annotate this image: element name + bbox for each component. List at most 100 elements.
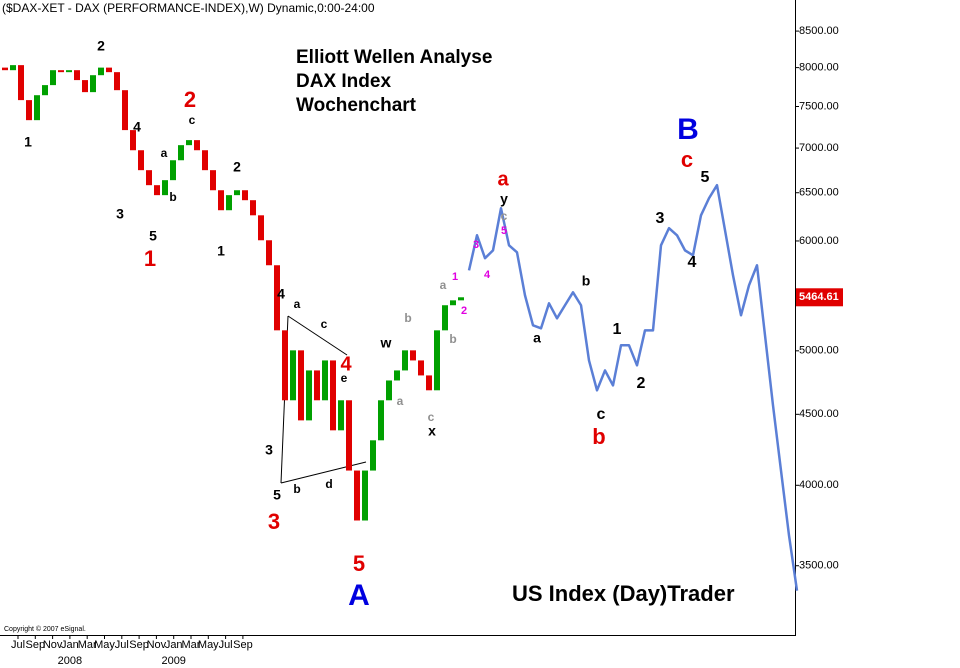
wave-label: y xyxy=(500,191,508,207)
candle xyxy=(450,300,456,306)
wave-label: a xyxy=(397,394,404,408)
wave-label: 5 xyxy=(353,551,365,576)
candle xyxy=(210,170,216,191)
y-tick-label: 7500.00 xyxy=(799,100,839,112)
candle xyxy=(298,350,304,421)
triangle-line xyxy=(287,315,348,356)
wave-label: 5 xyxy=(701,169,710,186)
wave-label: c xyxy=(681,147,693,172)
candle xyxy=(98,67,104,76)
wave-label: a xyxy=(497,168,509,190)
x-tick-label: May xyxy=(198,639,219,651)
chart-title: ($DAX-XET - DAX (PERFORMANCE-INDEX),W) D… xyxy=(2,1,375,15)
candle xyxy=(194,140,200,151)
candle xyxy=(66,70,72,73)
candle xyxy=(74,70,80,81)
candle xyxy=(250,200,256,216)
candle xyxy=(386,380,392,401)
wave-label: 4 xyxy=(277,286,285,302)
candle xyxy=(2,67,8,71)
wave-label: 4 xyxy=(133,119,141,135)
candle xyxy=(402,350,408,371)
candle xyxy=(170,160,176,181)
wave-label: a xyxy=(161,146,168,160)
x-tick-label: Sep xyxy=(26,639,46,651)
wave-label: 1 xyxy=(613,321,622,338)
wave-label: d xyxy=(325,477,332,491)
x-tick-label: Jul xyxy=(11,639,25,651)
wave-label: 1 xyxy=(24,134,32,150)
wave-label: 2 xyxy=(97,38,105,54)
y-tick-label: 8000.00 xyxy=(799,62,839,74)
candle xyxy=(426,375,432,391)
x-tick-label: Nov xyxy=(147,639,167,651)
candle xyxy=(306,370,312,421)
x-tick-label: Nov xyxy=(43,639,63,651)
wave-label: 3 xyxy=(265,442,273,458)
caption: Elliott Wellen Analyse xyxy=(296,47,492,68)
candle xyxy=(346,400,352,471)
wave-label: a xyxy=(440,278,447,292)
candle xyxy=(146,170,152,186)
candle xyxy=(362,470,368,521)
candle xyxy=(234,190,240,196)
wave-label: c xyxy=(321,317,328,331)
candle xyxy=(442,305,448,331)
candle xyxy=(434,330,440,391)
candle xyxy=(266,240,272,266)
wave-label: 2 xyxy=(233,159,241,175)
wave-label: e xyxy=(341,371,348,385)
wave-label: b xyxy=(582,273,591,289)
candle xyxy=(458,297,464,301)
wave-label: 1 xyxy=(144,246,156,271)
wave-label: b xyxy=(449,332,456,346)
x-tick-label: Jan xyxy=(165,639,183,651)
y-tick-label: 4500.00 xyxy=(799,408,839,420)
candle xyxy=(354,470,360,521)
candle xyxy=(106,67,112,73)
x-year-label: 2009 xyxy=(161,655,185,667)
copyright: Copyright © 2007 eSignal. xyxy=(4,625,86,633)
y-tick-label: 7000.00 xyxy=(799,142,839,154)
candle xyxy=(418,360,424,376)
candle xyxy=(378,400,384,441)
wave-label: 1 xyxy=(452,271,458,283)
wave-label: 5 xyxy=(501,225,507,237)
candle xyxy=(178,145,184,161)
wave-label: 1 xyxy=(217,243,225,259)
wave-label: b xyxy=(293,482,300,496)
candle xyxy=(258,215,264,241)
candle xyxy=(202,150,208,171)
wave-label: 2 xyxy=(461,305,467,317)
wave-label: c xyxy=(501,209,508,223)
candle xyxy=(274,265,280,331)
wave-label: 3 xyxy=(116,206,124,222)
wave-label: c xyxy=(597,406,606,423)
wave-label: b xyxy=(169,190,176,204)
caption: Wochenchart xyxy=(296,95,417,116)
price-box xyxy=(796,288,843,307)
x-tick-label: Mar xyxy=(182,639,201,651)
x-tick-label: Sep xyxy=(129,639,149,651)
wave-label: a xyxy=(294,297,301,311)
x-tick-label: Jan xyxy=(61,639,79,651)
candle xyxy=(314,370,320,401)
footer-text: US Index (Day)Trader xyxy=(512,581,735,606)
wave-label: x xyxy=(428,423,436,439)
x-year-label: 2008 xyxy=(58,655,82,667)
wave-label: 4 xyxy=(484,269,491,281)
candle xyxy=(370,440,376,471)
y-tick-label: 3500.00 xyxy=(799,560,839,572)
x-tick-label: Sep xyxy=(233,639,253,651)
candle xyxy=(138,150,144,171)
candle xyxy=(338,400,344,431)
caption: DAX Index xyxy=(296,71,391,92)
candle xyxy=(58,70,64,73)
price-label: 5464.61 xyxy=(799,291,839,303)
x-tick-label: Mar xyxy=(78,639,97,651)
candle xyxy=(130,130,136,151)
candle xyxy=(42,85,48,96)
candle xyxy=(330,360,336,431)
